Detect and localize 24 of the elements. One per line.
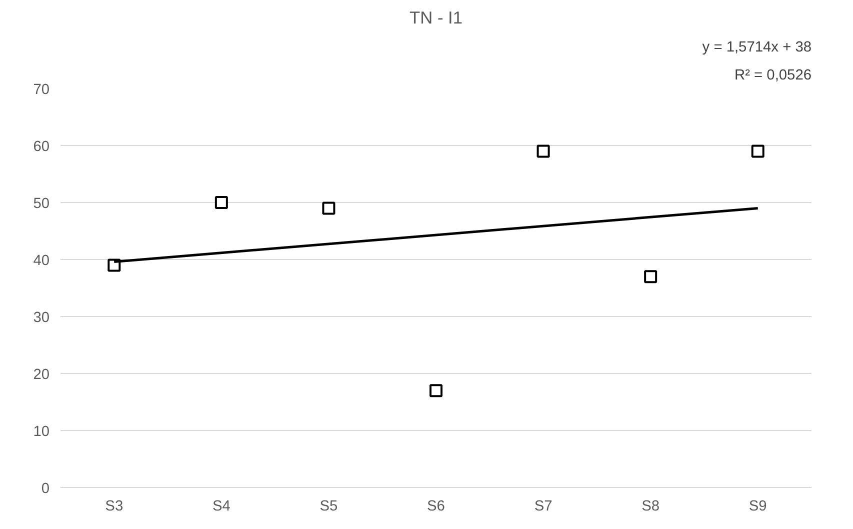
point — [322, 202, 336, 215]
x-tick-label: S7 — [534, 498, 552, 514]
x-tick-label: S8 — [642, 498, 660, 514]
y-tick-label: 60 — [33, 139, 50, 155]
point — [536, 144, 550, 158]
y-tick-label: 30 — [33, 310, 50, 326]
x-tick-label: S4 — [212, 498, 230, 514]
x-tick-label: S5 — [320, 498, 338, 514]
point — [430, 384, 442, 398]
y-tick-label: 0 — [41, 481, 50, 497]
y-tick-label: 50 — [33, 196, 50, 212]
x-tick-label: S6 — [427, 498, 445, 514]
y-tick-label: 10 — [33, 424, 50, 440]
text: R² = 0,0526 — [734, 68, 812, 84]
x-tick-label: S9 — [748, 498, 767, 514]
chart-title: TN - I1 — [410, 8, 462, 28]
point — [214, 196, 228, 209]
y-tick-label: 40 — [33, 253, 50, 269]
y-tick-label: 70 — [33, 82, 50, 98]
y-tick-label: 20 — [33, 367, 50, 383]
x-tick-label: S3 — [105, 498, 124, 514]
point — [644, 270, 658, 284]
point — [751, 144, 764, 158]
text: y = 1,5714x + 38 — [702, 40, 812, 56]
